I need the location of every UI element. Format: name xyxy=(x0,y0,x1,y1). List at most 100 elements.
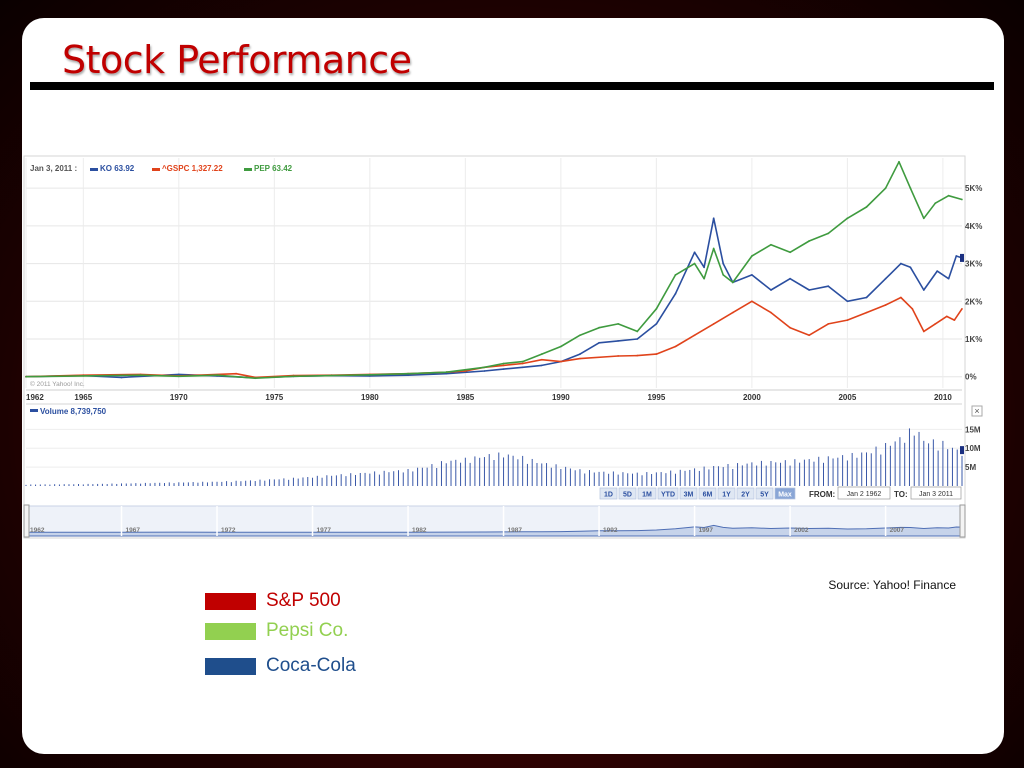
series-point-pep xyxy=(636,330,639,333)
series-point-ko xyxy=(693,251,696,254)
series-point-pep xyxy=(216,374,218,377)
navigator-panel[interactable]: 1962 1967 1972 1977 1982 1987 1992 1997 2002 2007 xyxy=(23,504,966,538)
series-point-pep xyxy=(750,255,753,257)
series-point-pep xyxy=(177,375,180,378)
x-tick-label: 2010 xyxy=(934,393,952,402)
series-point-ko xyxy=(703,266,706,269)
series-point-ko xyxy=(947,277,950,280)
navigator-year: 1982 xyxy=(412,527,427,534)
range-button-1y[interactable] xyxy=(717,487,736,500)
y-tick-label: 5K% xyxy=(965,184,982,193)
legend-label-pepsi: Pepsi Co. xyxy=(266,620,349,641)
series-point-gspc xyxy=(808,334,811,337)
range-button-5d[interactable] xyxy=(618,487,637,500)
range-button-label[interactable]: 2Y xyxy=(741,492,750,499)
chart-copyright: © 2011 Yahoo! Inc. xyxy=(30,380,85,388)
range-button-1m[interactable] xyxy=(637,487,657,500)
series-line-pep xyxy=(25,161,963,379)
slide-title: Stock Performance xyxy=(62,38,412,82)
series-point-pep xyxy=(502,362,505,365)
to-date-value[interactable]: Jan 3 2011 xyxy=(919,491,953,498)
header-marker-1 xyxy=(152,168,160,171)
range-button-3m[interactable] xyxy=(679,487,698,500)
series-point-ko xyxy=(617,339,620,342)
range-button-6m[interactable] xyxy=(698,487,717,500)
series-point-pep xyxy=(865,206,868,208)
range-button-2y[interactable] xyxy=(736,487,755,500)
series-point-ko xyxy=(909,266,912,269)
from-date-input[interactable] xyxy=(837,486,891,500)
x-tick-label: 1980 xyxy=(361,393,379,402)
range-button-label[interactable]: 5Y xyxy=(760,492,769,499)
series-point-gspc xyxy=(934,323,937,325)
series-point-gspc xyxy=(827,323,830,325)
series-point-pep xyxy=(25,375,27,378)
range-button-label[interactable]: 6M xyxy=(703,492,713,499)
main-plot-grid xyxy=(23,155,966,539)
series-point-pep xyxy=(617,323,620,325)
legend-row-sp500: S&P 500 xyxy=(205,586,356,616)
range-button-label[interactable]: 1M xyxy=(642,492,652,499)
series-point-pep xyxy=(655,307,658,310)
series-point-pep xyxy=(330,374,333,377)
volume-label: Volume 8,739,750 xyxy=(40,407,107,416)
range-button-1d[interactable] xyxy=(599,487,618,500)
series-point-gspc xyxy=(731,311,734,314)
series-point-pep xyxy=(483,366,486,369)
stock-chart: Jan 3, 2011 : KO 63.92 ^GSPC 1,327.22 PEP 6… xyxy=(23,155,983,539)
chart-frame xyxy=(23,155,966,539)
series-point-pep xyxy=(254,377,257,380)
ko-current-marker xyxy=(960,253,964,262)
series-point-pep xyxy=(947,194,950,197)
navigator-year: 1967 xyxy=(126,527,141,534)
range-button-max[interactable] xyxy=(774,487,796,500)
series-point-pep xyxy=(770,243,772,246)
navigator-left-handle[interactable] xyxy=(23,504,30,538)
y-tick-label: 4K% xyxy=(965,222,982,231)
range-button-label[interactable]: 5D xyxy=(623,492,632,499)
range-button-ytd[interactable] xyxy=(657,487,679,500)
range-button-label[interactable]: Max xyxy=(778,492,792,499)
series-point-gspc xyxy=(770,311,772,314)
series-point-ko xyxy=(712,217,715,220)
series-point-pep xyxy=(368,373,371,376)
series-point-gspc xyxy=(922,330,925,333)
volume-panel: Volume 8,739,750 × 5M 10M 15M xyxy=(25,403,983,486)
volume-close-button[interactable] xyxy=(971,405,983,417)
series-point-ko xyxy=(865,296,868,299)
volume-current-marker xyxy=(960,446,964,455)
series-point-gspc xyxy=(617,355,620,357)
range-button-label[interactable]: 3M xyxy=(684,492,694,499)
close-icon[interactable]: × xyxy=(974,406,979,416)
y-tick-label: 3K% xyxy=(965,260,982,269)
legend-label-coca-cola: Coca-Cola xyxy=(266,655,356,676)
main-plot-labels: Jan 3, 2011 : KO 63.92 ^GSPC 1,327.22 PEP 6… xyxy=(26,164,982,402)
series-point-pep xyxy=(934,202,937,205)
from-date-value[interactable]: Jan 2 1962 xyxy=(847,491,882,498)
range-button-label[interactable]: YTD xyxy=(661,492,675,499)
series-point-pep xyxy=(846,217,849,220)
volume-tick-label: 5M xyxy=(965,463,976,472)
y-tick-label: 2K% xyxy=(965,297,982,306)
range-button-label[interactable]: 1Y xyxy=(722,492,731,499)
series-point-pep xyxy=(82,375,85,377)
volume-tick-label: 15M xyxy=(965,425,981,434)
series-point-ko xyxy=(922,289,925,291)
series-point-ko xyxy=(846,300,849,303)
range-button-5y[interactable] xyxy=(755,487,774,500)
series-point-ko xyxy=(521,366,524,369)
header-marker-2 xyxy=(244,168,252,171)
header-entry-0: KO 63.92 xyxy=(100,164,135,173)
range-controls[interactable]: 1D 5D 1M YTD 3M 6M 1Y 2Y 5Y Max FROM: Jan 2 1962 TO:… xyxy=(599,486,962,500)
legend: S&P 500 Pepsi Co. Coca-Cola xyxy=(205,586,356,681)
series-point-ko xyxy=(722,262,725,265)
series-point-gspc xyxy=(636,354,639,357)
series-point-gspc xyxy=(674,345,677,348)
to-date-input[interactable] xyxy=(910,486,962,500)
series-point-pep xyxy=(712,247,715,250)
navigator-right-handle[interactable] xyxy=(959,504,966,538)
series-point-gspc xyxy=(712,323,715,325)
series-point-gspc xyxy=(789,326,791,329)
volume-tick-label: 10M xyxy=(965,444,981,453)
range-button-label[interactable]: 1D xyxy=(604,492,613,499)
